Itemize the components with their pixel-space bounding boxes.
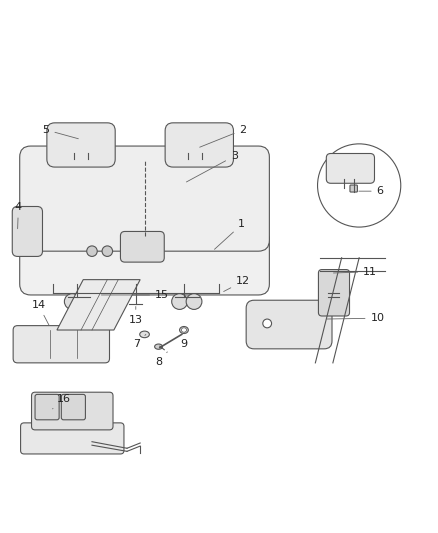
Text: 16: 16 (53, 394, 71, 409)
Ellipse shape (155, 344, 162, 349)
Text: 2: 2 (200, 125, 247, 147)
Circle shape (263, 319, 272, 328)
Circle shape (64, 294, 80, 310)
Text: 9: 9 (180, 333, 187, 349)
Circle shape (102, 246, 113, 256)
Text: 12: 12 (224, 277, 250, 292)
Text: 4: 4 (15, 203, 22, 229)
Text: 8: 8 (155, 352, 167, 367)
FancyBboxPatch shape (326, 154, 374, 183)
Text: 3: 3 (187, 151, 238, 182)
Text: 1: 1 (215, 220, 245, 249)
Circle shape (79, 294, 95, 310)
Circle shape (87, 246, 97, 256)
FancyBboxPatch shape (35, 394, 59, 420)
Text: 5: 5 (42, 125, 78, 139)
Text: 7: 7 (133, 334, 146, 350)
FancyBboxPatch shape (20, 146, 269, 251)
FancyBboxPatch shape (165, 123, 233, 167)
Circle shape (318, 144, 401, 227)
FancyBboxPatch shape (20, 229, 269, 295)
Ellipse shape (180, 327, 188, 334)
Text: 11: 11 (333, 266, 377, 277)
FancyBboxPatch shape (47, 123, 115, 167)
FancyBboxPatch shape (61, 394, 85, 420)
FancyBboxPatch shape (246, 300, 332, 349)
Text: 13: 13 (129, 306, 143, 325)
FancyBboxPatch shape (120, 231, 164, 262)
FancyBboxPatch shape (13, 326, 110, 363)
Text: 15: 15 (101, 290, 169, 300)
FancyBboxPatch shape (318, 270, 350, 316)
FancyBboxPatch shape (32, 392, 113, 430)
Circle shape (186, 294, 202, 310)
FancyBboxPatch shape (21, 423, 124, 454)
Ellipse shape (140, 331, 149, 338)
Text: 10: 10 (327, 313, 385, 323)
Circle shape (172, 294, 187, 310)
Text: 6: 6 (359, 186, 384, 196)
FancyBboxPatch shape (350, 185, 357, 192)
Text: 14: 14 (32, 300, 49, 325)
Ellipse shape (181, 328, 187, 332)
Polygon shape (57, 280, 140, 330)
FancyBboxPatch shape (12, 206, 42, 256)
